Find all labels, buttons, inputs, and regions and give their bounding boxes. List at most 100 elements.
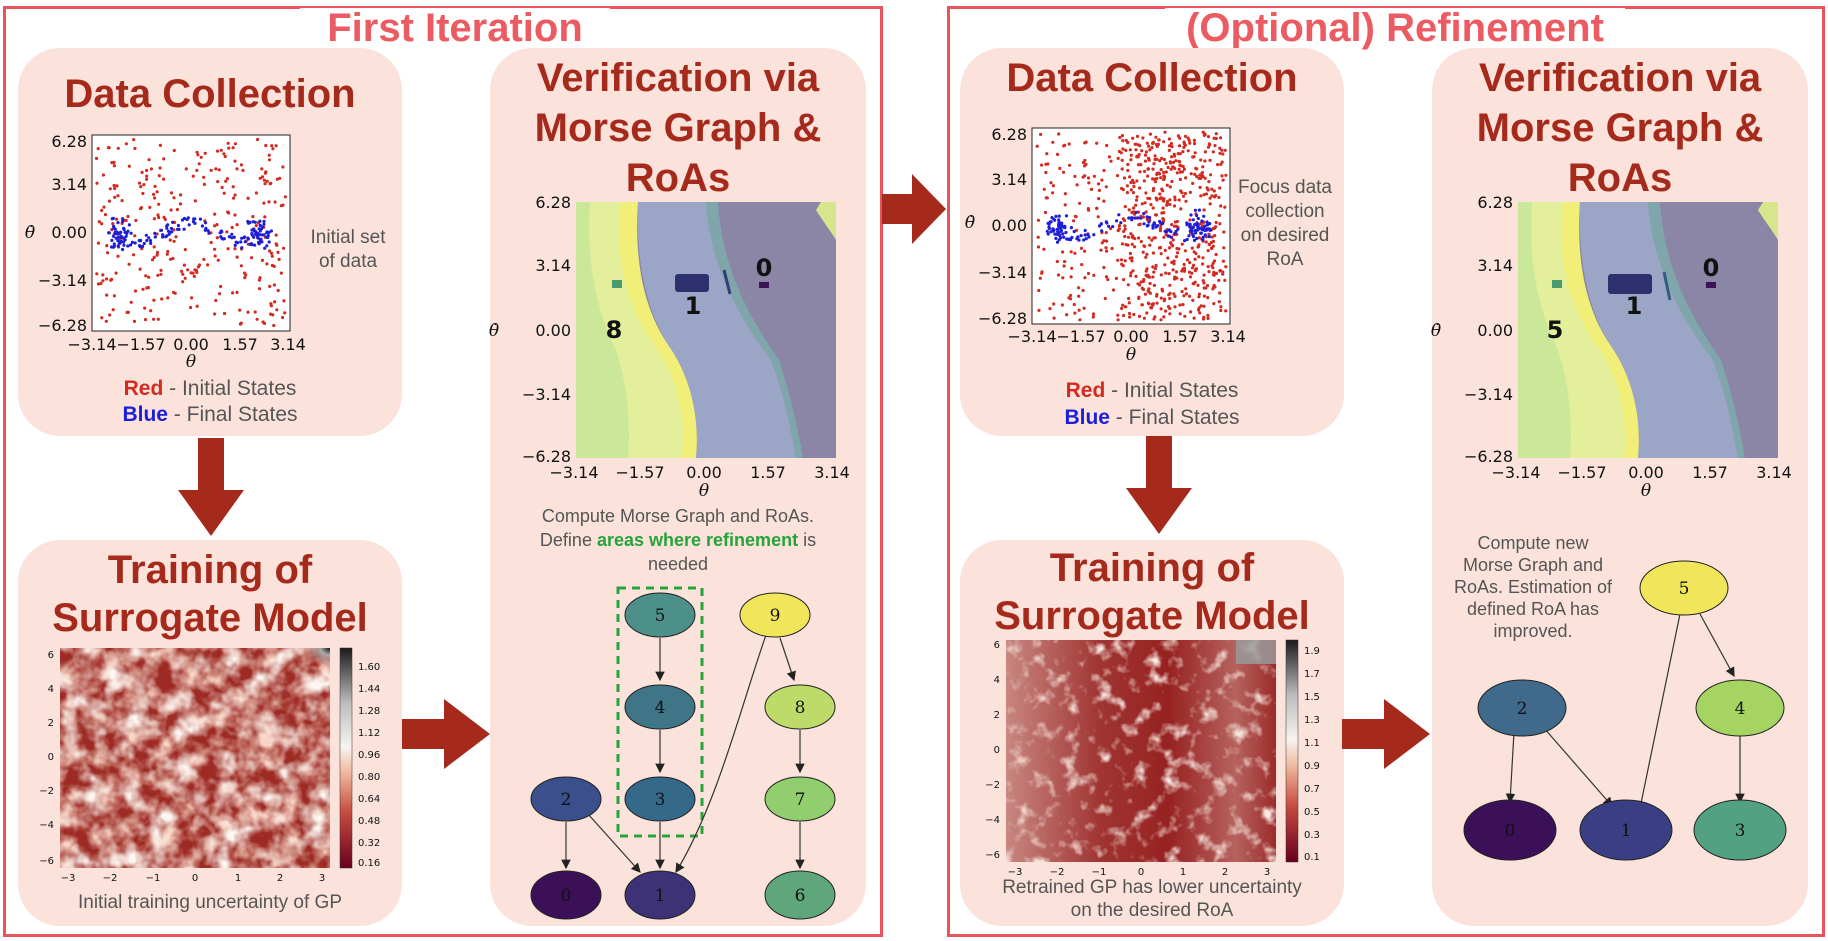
- scatter-point: [276, 288, 280, 293]
- colorbar-tick: 1.7: [1304, 669, 1320, 680]
- ytick: −3.14: [978, 263, 1027, 282]
- colorbar-tick: 0.9: [1304, 761, 1320, 772]
- scatter-point: [1165, 183, 1169, 187]
- y-axis-label: θ̇: [1431, 321, 1441, 341]
- scatter-point: [1100, 241, 1104, 245]
- scatter-point: [279, 271, 283, 275]
- scatter-point: [1082, 306, 1086, 310]
- svg-text:3: 3: [1735, 821, 1746, 841]
- scatter-point: [225, 177, 229, 181]
- scatter-point: [221, 237, 225, 241]
- scatter-point: [1158, 229, 1162, 233]
- scatter-point: [1065, 313, 1069, 317]
- scatter-point: [1124, 138, 1128, 143]
- scatter-point: [113, 227, 117, 231]
- region-label: 8: [606, 316, 623, 344]
- scatter-point: [1200, 219, 1204, 223]
- scatter-point: [1206, 316, 1210, 320]
- scatter-point: [274, 233, 278, 237]
- scatter-point: [1152, 270, 1156, 274]
- region-label: 1: [1626, 292, 1643, 320]
- scatter-point: [1039, 132, 1043, 136]
- scatter-point: [1217, 195, 1221, 200]
- scatter-point: [1159, 307, 1163, 311]
- scatter-point: [1163, 263, 1167, 267]
- scatter-point: [122, 236, 126, 240]
- scatter-point: [137, 181, 142, 185]
- ytick: 3.14: [535, 256, 571, 275]
- scatter-point: [1129, 180, 1133, 185]
- scatter-point: [1210, 235, 1214, 239]
- scatter-point: [1038, 276, 1042, 280]
- scatter-point: [1212, 302, 1216, 306]
- scatter-point: [1184, 176, 1188, 180]
- scatter-point: [213, 247, 217, 251]
- scatter-point: [1170, 244, 1175, 248]
- roa-plot-2: 0 1 5 6.28 3.14 0.00 −3.14 −6.28 −3.14 −…: [1431, 193, 1792, 501]
- scatter-point: [1141, 250, 1145, 254]
- scatter-point: [140, 170, 144, 174]
- scatter-point: [112, 242, 116, 246]
- scatter-point: [1200, 171, 1204, 175]
- scatter-point: [132, 138, 136, 142]
- scatter-point: [121, 219, 125, 224]
- scatter-point: [1142, 222, 1146, 226]
- red-points: [1035, 130, 1228, 322]
- svg-text:5: 5: [655, 606, 666, 626]
- scatter-point: [1206, 135, 1211, 139]
- xtick: −1: [146, 873, 161, 884]
- scatter-point: [1123, 205, 1127, 209]
- scatter-point: [178, 202, 183, 206]
- scatter-point: [105, 293, 109, 297]
- scatter-point: [1144, 191, 1148, 195]
- scatter-point: [225, 230, 229, 234]
- scatter-point: [1040, 270, 1044, 274]
- scatter-point: [195, 150, 199, 154]
- training-title-1b: Surrogate Model: [52, 596, 368, 640]
- scatter-point: [1214, 220, 1218, 225]
- scatter-point: [148, 205, 152, 209]
- caption-line: Compute Morse Graph and RoAs.: [541, 506, 815, 526]
- scatter-point: [1132, 181, 1136, 185]
- scatter-point: [1136, 216, 1140, 220]
- scatter-point: [1193, 151, 1197, 155]
- scatter-point: [1077, 286, 1081, 290]
- scatter-point: [195, 168, 199, 172]
- scatter-point: [1187, 234, 1191, 238]
- scatter-plot-2: 6.28 3.14 0.00 −3.14 −6.28 −3.14 −1.57 0…: [965, 125, 1246, 365]
- scatter-point: [1155, 301, 1159, 305]
- scatter-point: [217, 168, 221, 172]
- scatter-point: [218, 292, 222, 296]
- scatter-point: [209, 168, 213, 172]
- scatter-point: [1219, 136, 1223, 140]
- scatter-point: [1036, 245, 1041, 249]
- scatter-point: [1121, 147, 1125, 151]
- arrow-down-2: [1126, 436, 1192, 534]
- scatter-point: [1047, 222, 1051, 226]
- scatter-point: [1121, 303, 1125, 307]
- scatter-point: [1185, 237, 1189, 242]
- scatter-point: [194, 268, 198, 272]
- scatter-point: [186, 216, 190, 220]
- ytick: −6: [985, 850, 1000, 861]
- verification-title-2a: Verification via: [1478, 56, 1762, 100]
- scatter-point: [1197, 227, 1201, 231]
- scatter-point: [1202, 193, 1206, 197]
- scatter-point: [1182, 142, 1187, 146]
- scatter-point: [124, 142, 128, 146]
- scatter-point: [222, 191, 226, 195]
- scatter-point: [1172, 154, 1177, 158]
- scatter-point: [1210, 240, 1214, 244]
- scatter-point: [1159, 221, 1163, 225]
- refinement-frame: [947, 6, 1825, 937]
- scatter-point: [1097, 197, 1101, 201]
- scatter-point: [1053, 232, 1057, 236]
- scatter-point: [1061, 250, 1065, 254]
- scatter-point: [144, 274, 148, 278]
- scatter-point: [262, 219, 266, 223]
- ytick: 3.14: [51, 175, 87, 194]
- scatter-point: [268, 284, 272, 288]
- scatter-point: [231, 291, 235, 295]
- scatter-point: [232, 196, 236, 200]
- scatter-point: [1206, 265, 1210, 269]
